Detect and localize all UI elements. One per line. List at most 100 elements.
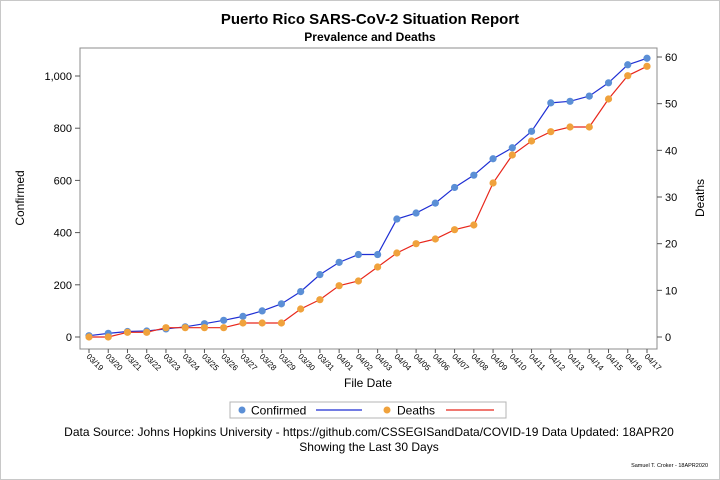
x-tick-label: 03/28 xyxy=(258,352,279,373)
chart-title: Puerto Rico SARS-CoV-2 Situation Report xyxy=(221,11,519,28)
x-tick-label: 03/23 xyxy=(162,352,183,373)
data-point-confirmed xyxy=(220,316,228,324)
y-left-tick-label: 0 xyxy=(66,332,72,344)
series-line-confirmed xyxy=(88,57,648,337)
data-point-confirmed xyxy=(354,250,362,259)
y-right-tick-label: 40 xyxy=(665,145,677,157)
data-point-confirmed xyxy=(297,287,305,296)
data-point-deaths xyxy=(162,324,170,332)
x-axis-label: File Date xyxy=(344,376,392,390)
data-point-deaths xyxy=(624,72,632,80)
data-point-deaths xyxy=(143,328,151,336)
data-point-deaths xyxy=(85,333,93,341)
legend: Confirmed Deaths xyxy=(229,401,507,419)
y-right-tick-label: 50 xyxy=(665,99,677,111)
x-tick-label: 04/10 xyxy=(508,352,529,373)
y-left-tick-label: 800 xyxy=(54,123,72,135)
x-tick-label: 04/14 xyxy=(585,352,606,373)
x-tick-label: 03/30 xyxy=(296,352,317,373)
series-deaths xyxy=(85,62,651,341)
left-axis: 0 200 400 600 800 1,000 xyxy=(44,71,80,344)
x-tick-label: 04/13 xyxy=(566,352,587,373)
data-point-confirmed xyxy=(489,155,497,163)
data-point-deaths xyxy=(431,235,439,243)
y-right-tick-label: 10 xyxy=(665,285,677,297)
footnote-range: Showing the Last 30 Days xyxy=(299,440,438,454)
y-axis-right-label: Deaths xyxy=(693,179,707,217)
data-point-confirmed xyxy=(470,171,478,179)
y-left-tick-label: 400 xyxy=(54,228,72,240)
data-point-deaths xyxy=(527,137,536,145)
data-point-confirmed xyxy=(585,92,593,100)
x-tick-label: 04/12 xyxy=(546,352,567,373)
x-tick-label: 04/08 xyxy=(469,352,490,373)
data-point-deaths xyxy=(547,128,555,136)
data-point-confirmed xyxy=(527,127,536,135)
y-left-tick-label: 200 xyxy=(54,280,72,292)
data-point-deaths xyxy=(508,151,516,159)
x-tick-label: 04/15 xyxy=(604,352,625,373)
y-right-tick-label: 20 xyxy=(665,239,677,251)
x-tick-label: 04/07 xyxy=(450,352,471,373)
y-right-tick-label: 0 xyxy=(665,332,671,344)
data-point-confirmed xyxy=(450,183,459,192)
x-tick-label: 04/01 xyxy=(335,352,356,373)
data-point-deaths xyxy=(181,324,189,332)
x-tick-label: 03/31 xyxy=(315,352,336,373)
data-point-deaths xyxy=(604,95,613,103)
x-tick-label: 04/09 xyxy=(489,352,510,373)
y-left-tick-label: 1,000 xyxy=(44,71,72,83)
x-tick-label: 03/22 xyxy=(142,352,163,373)
data-point-confirmed xyxy=(547,99,555,107)
data-point-deaths xyxy=(239,319,247,327)
series-line-deaths xyxy=(89,65,648,338)
data-point-confirmed xyxy=(374,250,382,259)
data-point-deaths xyxy=(374,263,382,271)
y-axis-left-label: Confirmed xyxy=(13,170,27,225)
footnote-source: Data Source: Johns Hopkins University - … xyxy=(64,425,674,439)
data-point-deaths xyxy=(316,296,324,304)
x-tick-label: 03/24 xyxy=(181,352,202,373)
x-axis: 03/1903/2003/2103/2203/2303/2403/2503/26… xyxy=(85,349,664,373)
data-point-confirmed xyxy=(431,199,439,207)
x-tick-label: 04/17 xyxy=(643,352,664,373)
y-right-tick-label: 30 xyxy=(665,192,677,204)
chart-subtitle: Prevalence and Deaths xyxy=(304,30,436,44)
data-point-confirmed xyxy=(393,215,401,223)
data-point-confirmed xyxy=(412,209,420,217)
x-tick-label: 03/19 xyxy=(85,352,106,373)
x-tick-label: 03/21 xyxy=(123,352,144,373)
x-tick-label: 04/04 xyxy=(392,352,413,373)
y-left-tick-label: 600 xyxy=(54,175,72,187)
series-layer xyxy=(85,54,651,341)
legend-frame xyxy=(229,401,507,419)
data-point-confirmed xyxy=(604,79,613,87)
data-point-deaths xyxy=(585,123,593,131)
x-tick-label: 04/11 xyxy=(527,352,547,372)
data-point-confirmed xyxy=(239,312,247,320)
data-point-deaths xyxy=(335,282,343,290)
data-point-deaths xyxy=(489,179,497,187)
x-tick-label: 03/20 xyxy=(104,352,125,373)
data-point-deaths xyxy=(354,277,362,285)
x-tick-label: 04/16 xyxy=(623,352,644,373)
data-point-deaths xyxy=(258,319,266,327)
data-point-deaths xyxy=(412,240,420,248)
data-point-confirmed xyxy=(316,271,324,279)
data-point-deaths xyxy=(393,249,401,257)
series-confirmed xyxy=(85,54,651,340)
data-point-confirmed xyxy=(258,307,266,315)
x-tick-label: 04/02 xyxy=(354,352,375,373)
data-point-deaths xyxy=(297,305,305,313)
x-tick-label: 04/06 xyxy=(431,352,452,373)
y-right-tick-label: 60 xyxy=(665,52,677,64)
x-tick-label: 03/29 xyxy=(277,352,298,373)
plot-area-frame xyxy=(79,47,658,350)
right-axis: 0 10 20 30 40 50 60 xyxy=(657,52,677,344)
data-point-confirmed xyxy=(624,61,632,69)
data-point-deaths xyxy=(200,324,209,332)
data-point-deaths xyxy=(104,333,112,341)
data-point-deaths xyxy=(470,221,478,229)
author-credit: Samuel T. Croker - 18APR2020 xyxy=(631,463,708,469)
